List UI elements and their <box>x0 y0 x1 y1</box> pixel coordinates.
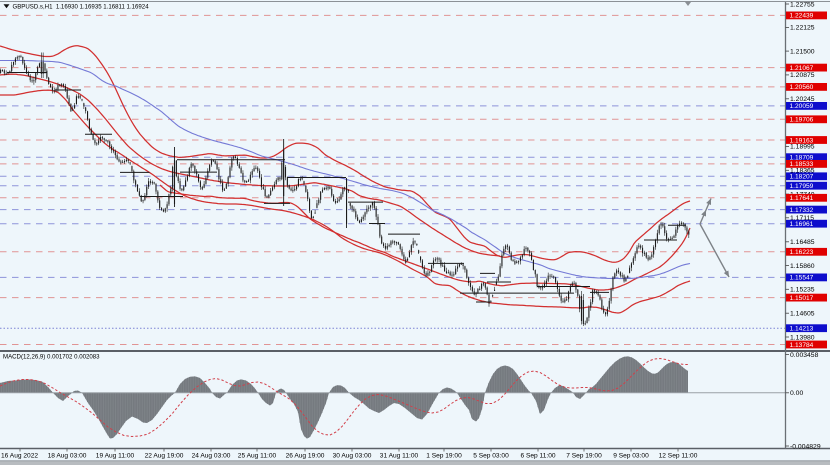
svg-text:0.003458: 0.003458 <box>790 352 819 359</box>
svg-text:1.15017: 1.15017 <box>790 295 814 302</box>
svg-text:1.20245: 1.20245 <box>790 96 815 103</box>
svg-text:1.19706: 1.19706 <box>790 117 814 124</box>
svg-text:1.17641: 1.17641 <box>790 195 814 202</box>
svg-text:7 Sep 19:00: 7 Sep 19:00 <box>566 453 602 460</box>
svg-text:1.22755: 1.22755 <box>790 1 815 8</box>
svg-text:1.20875: 1.20875 <box>790 72 815 79</box>
svg-text:1.14605: 1.14605 <box>790 311 815 318</box>
svg-text:1.13784: 1.13784 <box>790 342 814 349</box>
svg-text:1.18207: 1.18207 <box>790 174 814 181</box>
svg-text:1.18709: 1.18709 <box>790 155 814 162</box>
svg-text:1.16961: 1.16961 <box>790 221 814 228</box>
svg-text:1.16223: 1.16223 <box>790 249 814 256</box>
svg-text:1.19163: 1.19163 <box>790 137 814 144</box>
svg-text:5 Sep 03:00: 5 Sep 03:00 <box>473 453 509 460</box>
svg-text:30 Aug 03:00: 30 Aug 03:00 <box>333 453 372 460</box>
svg-text:1 Sep 19:00: 1 Sep 19:00 <box>426 453 462 460</box>
svg-text:1.22125: 1.22125 <box>790 25 815 32</box>
svg-text:1.21067: 1.21067 <box>790 65 814 72</box>
svg-text:GBPUSD.s,H1 1.16930 1.16935 1: GBPUSD.s,H1 1.16930 1.16935 1.16811 1.16… <box>13 4 150 11</box>
svg-text:MACD(12,26,9) 0.001702 0.00208: MACD(12,26,9) 0.001702 0.002083 <box>3 353 100 360</box>
svg-text:-0.004829: -0.004829 <box>790 443 821 450</box>
svg-text:24 Aug 03:00: 24 Aug 03:00 <box>192 453 231 460</box>
svg-text:6 Sep 11:00: 6 Sep 11:00 <box>520 453 555 460</box>
svg-text:1.13980: 1.13980 <box>790 334 815 341</box>
svg-text:1.17332: 1.17332 <box>790 207 814 214</box>
svg-text:0.00: 0.00 <box>790 390 803 397</box>
svg-text:1.17115: 1.17115 <box>790 215 814 222</box>
svg-text:25 Aug 11:00: 25 Aug 11:00 <box>238 453 277 460</box>
svg-text:1.17959: 1.17959 <box>790 183 814 190</box>
svg-text:12 Sep 11:00: 12 Sep 11:00 <box>659 453 698 460</box>
svg-text:1.21500: 1.21500 <box>790 48 815 55</box>
svg-text:31 Aug 11:00: 31 Aug 11:00 <box>380 453 419 460</box>
svg-text:18 Aug 03:00: 18 Aug 03:00 <box>48 453 87 460</box>
svg-text:1.16485: 1.16485 <box>790 239 815 246</box>
svg-text:1.18533: 1.18533 <box>790 161 814 168</box>
svg-text:1.15547: 1.15547 <box>790 275 814 282</box>
svg-text:1.15860: 1.15860 <box>790 263 815 270</box>
svg-text:1.20059: 1.20059 <box>790 103 814 110</box>
svg-text:19 Aug 11:00: 19 Aug 11:00 <box>96 453 135 460</box>
svg-text:1.20560: 1.20560 <box>790 84 814 91</box>
svg-text:22 Aug 19:00: 22 Aug 19:00 <box>145 453 184 460</box>
svg-text:1.18365: 1.18365 <box>790 168 815 175</box>
svg-text:1.15235: 1.15235 <box>790 287 815 294</box>
svg-text:1.22439: 1.22439 <box>790 13 814 20</box>
svg-text:16 Aug 2022: 16 Aug 2022 <box>1 453 38 460</box>
svg-text:1.14213: 1.14213 <box>790 326 814 333</box>
svg-text:9 Sep 03:00: 9 Sep 03:00 <box>613 453 649 460</box>
svg-text:1.18995: 1.18995 <box>790 144 815 151</box>
svg-text:26 Aug 19:00: 26 Aug 19:00 <box>286 453 325 460</box>
